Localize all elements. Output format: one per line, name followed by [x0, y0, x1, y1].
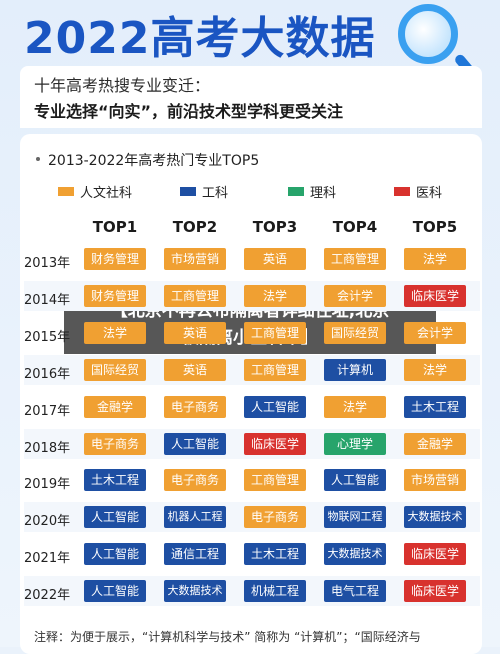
major-cell: 会计学 [324, 284, 386, 307]
major-cell: 临床医学 [404, 284, 466, 307]
major-cell: 国际经贸 [84, 358, 146, 381]
major-cell: 金融学 [404, 432, 466, 455]
major-cell: 人工智能 [164, 432, 226, 455]
major-cell: 电子商务 [164, 469, 226, 492]
subtitle-line-1: 十年高考热搜专业变迁： [34, 76, 211, 95]
major-cell: 财务管理 [84, 284, 146, 307]
major-cell: 会计学 [404, 321, 466, 344]
major-cell: 大数据技术 [404, 506, 466, 529]
major-cell: 临床医学 [404, 543, 466, 566]
major-cell: 人工智能 [84, 543, 146, 566]
bullet-dot [36, 157, 40, 161]
major-cell: 机器人工程 [164, 506, 226, 529]
major-cell: 临床医学 [244, 432, 306, 455]
subtitle-line-2: 专业选择“向实”，前沿技术型学科更受关注 [34, 102, 344, 121]
major-cell: 临床医学 [404, 580, 466, 603]
major-cell: 大数据技术 [164, 580, 226, 603]
legend-swatch [394, 186, 410, 196]
major-cell: 工商管理 [324, 248, 386, 270]
major-cell: 人工智能 [324, 469, 386, 492]
major-cell: 法学 [404, 248, 466, 270]
major-cell: 英语 [244, 248, 306, 270]
year-label: 2018年 [24, 440, 71, 456]
major-cell: 法学 [404, 358, 466, 381]
major-cell: 英语 [164, 321, 226, 344]
major-cell: 工商管理 [244, 321, 306, 344]
year-label: 2015年 [24, 329, 71, 345]
major-cell: 法学 [84, 321, 146, 344]
major-cell: 物联网工程 [324, 506, 386, 529]
major-cell: 人工智能 [84, 506, 146, 529]
year-label: 2013年 [24, 256, 71, 271]
major-cell: 计算机 [324, 358, 386, 381]
major-cell: 市场营销 [404, 469, 466, 492]
year-label: 2014年 [24, 292, 71, 308]
major-cell: 市场营销 [164, 248, 226, 270]
legend-swatch [288, 186, 304, 196]
major-cell: 电子商务 [84, 432, 146, 455]
legend-label: 人文社科 [80, 185, 133, 201]
column-header: TOP4 [332, 218, 378, 236]
legend-swatch [58, 186, 74, 196]
column-header: TOP1 [92, 218, 138, 236]
year-label: 2019年 [24, 477, 71, 493]
major-cell: 工商管理 [164, 284, 226, 307]
legend-item-1: 工科 [180, 182, 229, 201]
legend-label: 医科 [416, 185, 443, 201]
major-cell: 法学 [324, 395, 386, 418]
column-header: TOP3 [252, 218, 298, 236]
year-label: 2022年 [24, 588, 71, 604]
major-cell: 人工智能 [244, 395, 306, 418]
major-cell: 人工智能 [84, 580, 146, 603]
chart-title: 2013-2022年高考热门专业TOP5 [48, 153, 260, 169]
year-label: 2020年 [24, 514, 71, 530]
major-cell: 电子商务 [164, 395, 226, 418]
major-cell: 电气工程 [324, 580, 386, 603]
major-cell: 土木工程 [244, 543, 306, 566]
year-label: 2017年 [24, 403, 71, 419]
major-cell: 金融学 [84, 395, 146, 418]
page-title: 2022高考大数据 [24, 13, 376, 64]
major-cell: 工商管理 [244, 469, 306, 492]
major-cell: 心理学 [324, 432, 386, 455]
column-header: TOP5 [412, 218, 458, 236]
legend-label: 工科 [202, 185, 229, 201]
column-header: TOP2 [172, 218, 218, 236]
major-cell: 财务管理 [84, 248, 146, 270]
major-cell: 大数据技术 [324, 543, 386, 566]
year-label: 2021年 [24, 551, 71, 567]
legend-item-3: 医科 [394, 182, 443, 201]
major-cell: 机械工程 [244, 580, 306, 603]
chart-card [20, 134, 482, 654]
major-cell: 国际经贸 [324, 321, 386, 344]
magnifier-icon [398, 4, 458, 64]
major-cell: 电子商务 [244, 506, 306, 529]
major-cell: 土木工程 [84, 469, 146, 492]
legend-item-2: 理科 [288, 182, 337, 201]
major-cell: 通信工程 [164, 543, 226, 566]
legend-swatch [180, 186, 196, 196]
year-label: 2016年 [24, 366, 71, 382]
major-cell: 土木工程 [404, 395, 466, 418]
major-cell: 法学 [244, 284, 306, 307]
major-cell: 英语 [164, 358, 226, 381]
legend-item-0: 人文社科 [58, 182, 133, 201]
footnote: 注释：为便于展示，“计算机科学与技术” 简称为 “计算机”；“国际经济与 [34, 630, 421, 644]
major-cell: 工商管理 [244, 358, 306, 381]
subtitle-box [20, 66, 482, 128]
legend-label: 理科 [310, 185, 337, 201]
